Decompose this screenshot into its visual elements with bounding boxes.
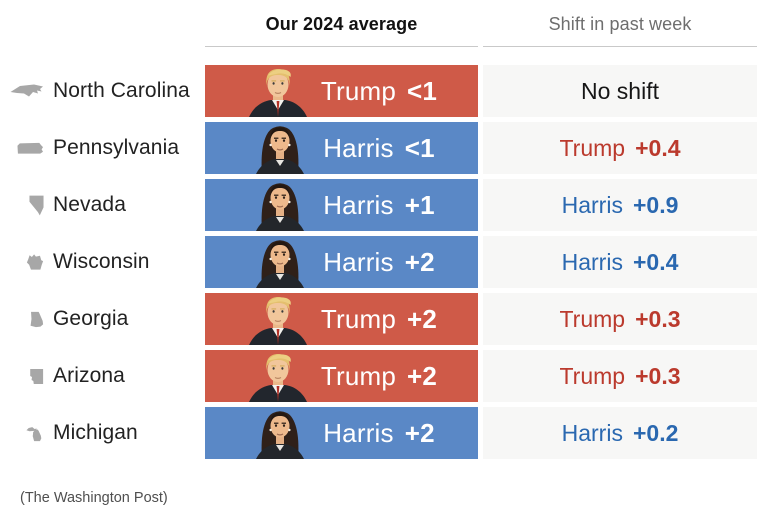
state-label: Pennsylvania: [53, 136, 180, 159]
average-margin: <1: [407, 75, 438, 106]
shift-cell: Trump +0.3: [483, 293, 757, 345]
average-bar: Harris <1: [205, 122, 478, 174]
source-credit: (The Washington Post): [20, 490, 168, 506]
state-label: Arizona: [53, 364, 125, 387]
state-cell: Arizona: [0, 350, 205, 402]
state-rows: North Carolina Trump <1 No shift Pennsyl…: [0, 65, 760, 459]
average-margin: +2: [404, 246, 435, 277]
trump-portrait-icon: [246, 295, 310, 345]
state-cell: Nevada: [0, 179, 205, 231]
state-label: Wisconsin: [53, 250, 150, 273]
average-leader: Trump: [320, 75, 397, 106]
state-label: Nevada: [53, 193, 126, 216]
average-bar: Harris +1: [205, 179, 478, 231]
average-margin: +2: [407, 360, 438, 391]
state-cell: Pennsylvania: [0, 122, 205, 174]
average-bar: Harris +2: [205, 236, 478, 288]
shift-text: No shift: [581, 77, 659, 104]
harris-portrait-icon: [248, 181, 312, 231]
state-cell: Wisconsin: [0, 236, 205, 288]
harris-portrait-icon: [248, 238, 312, 288]
pennsylvania-state-icon: [10, 142, 44, 155]
table-row-arizona: Arizona Trump +2 Trump +0.3: [0, 350, 760, 402]
table-row-north-carolina: North Carolina Trump <1 No shift: [0, 65, 760, 117]
table-row-wisconsin: Wisconsin Harris +2 Harris +0.4: [0, 236, 760, 288]
shift-leader: Harris: [561, 191, 623, 218]
table-header: Our 2024 average Shift in past week: [0, 0, 760, 47]
state-cell: North Carolina: [0, 65, 205, 117]
shift-cell: Trump +0.4: [483, 122, 757, 174]
arizona-state-icon: [10, 368, 44, 385]
shift-value: +0.2: [632, 419, 679, 446]
average-leader: Trump: [320, 360, 397, 391]
table-row-georgia: Georgia Trump +2 Trump +0.3: [0, 293, 760, 345]
table-row-pennsylvania: Pennsylvania Harris <1 Trump +0.4: [0, 122, 760, 174]
average-bar: Harris +2: [205, 407, 478, 459]
shift-value: +0.3: [635, 362, 681, 389]
shift-value: +0.4: [632, 248, 679, 275]
average-margin: +1: [404, 189, 435, 220]
shift-value: +0.9: [632, 191, 679, 218]
harris-portrait-icon: [248, 124, 312, 174]
state-label: Georgia: [53, 307, 129, 330]
shift-cell: Harris +0.2: [483, 407, 757, 459]
shift-leader: Harris: [561, 419, 623, 446]
nevada-state-icon: [10, 195, 44, 216]
state-cell: Michigan: [0, 407, 205, 459]
column-header-average: Our 2024 average: [205, 14, 478, 47]
shift-cell: No shift: [483, 65, 757, 117]
trump-portrait-icon: [246, 352, 310, 402]
georgia-state-icon: [10, 311, 44, 328]
shift-leader: Trump: [559, 134, 626, 161]
average-leader: Harris: [323, 417, 394, 448]
table-row-nevada: Nevada Harris +1 Harris +0.9: [0, 179, 760, 231]
shift-value: +0.3: [635, 305, 681, 332]
average-margin: +2: [404, 417, 435, 448]
average-leader: Harris: [323, 132, 394, 163]
state-label: Michigan: [53, 421, 138, 444]
shift-value: +0.4: [635, 134, 681, 161]
average-bar: Trump <1: [205, 65, 478, 117]
state-label: North Carolina: [53, 79, 190, 102]
average-bar: Trump +2: [205, 350, 478, 402]
header-spacer: [0, 14, 205, 47]
shift-cell: Trump +0.3: [483, 350, 757, 402]
michigan-state-icon: [10, 424, 44, 442]
column-header-shift: Shift in past week: [483, 14, 757, 47]
north-carolina-state-icon: [10, 84, 44, 98]
harris-portrait-icon: [248, 409, 312, 459]
average-margin: +2: [407, 303, 438, 334]
wisconsin-state-icon: [10, 253, 44, 271]
average-leader: Harris: [323, 189, 394, 220]
shift-leader: Trump: [559, 362, 626, 389]
shift-leader: Harris: [561, 248, 623, 275]
shift-leader: Trump: [559, 305, 626, 332]
average-bar: Trump +2: [205, 293, 478, 345]
average-leader: Trump: [320, 303, 397, 334]
shift-cell: Harris +0.9: [483, 179, 757, 231]
state-cell: Georgia: [0, 293, 205, 345]
shift-cell: Harris +0.4: [483, 236, 757, 288]
trump-portrait-icon: [246, 67, 310, 117]
table-row-michigan: Michigan Harris +2 Harris +0.2: [0, 407, 760, 459]
average-margin: <1: [404, 132, 435, 163]
average-leader: Harris: [323, 246, 394, 277]
